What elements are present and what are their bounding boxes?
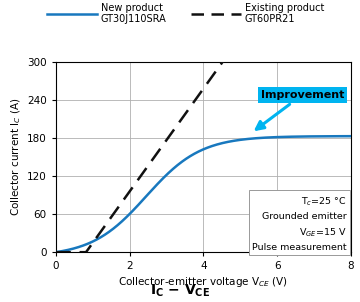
Text: Existing product: Existing product	[245, 3, 324, 13]
Y-axis label: Collector current I$_C$ (A): Collector current I$_C$ (A)	[9, 98, 23, 216]
Text: New product: New product	[101, 3, 163, 13]
Text: $\mathbf{I_C}$ $\mathbf{-}$ $\mathbf{V_{CE}}$: $\mathbf{I_C}$ $\mathbf{-}$ $\mathbf{V_{…	[150, 283, 210, 299]
X-axis label: Collector-emitter voltage V$_{CE}$ (V): Collector-emitter voltage V$_{CE}$ (V)	[118, 275, 288, 289]
Text: T$_c$=25 °C
Grounded emitter
V$_{GE}$=15 V
Pulse measurement: T$_c$=25 °C Grounded emitter V$_{GE}$=15…	[252, 195, 347, 252]
Text: GT60PR21: GT60PR21	[245, 14, 295, 24]
Text: GT30J110SRA: GT30J110SRA	[101, 14, 167, 24]
Text: Improvement: Improvement	[256, 90, 344, 129]
